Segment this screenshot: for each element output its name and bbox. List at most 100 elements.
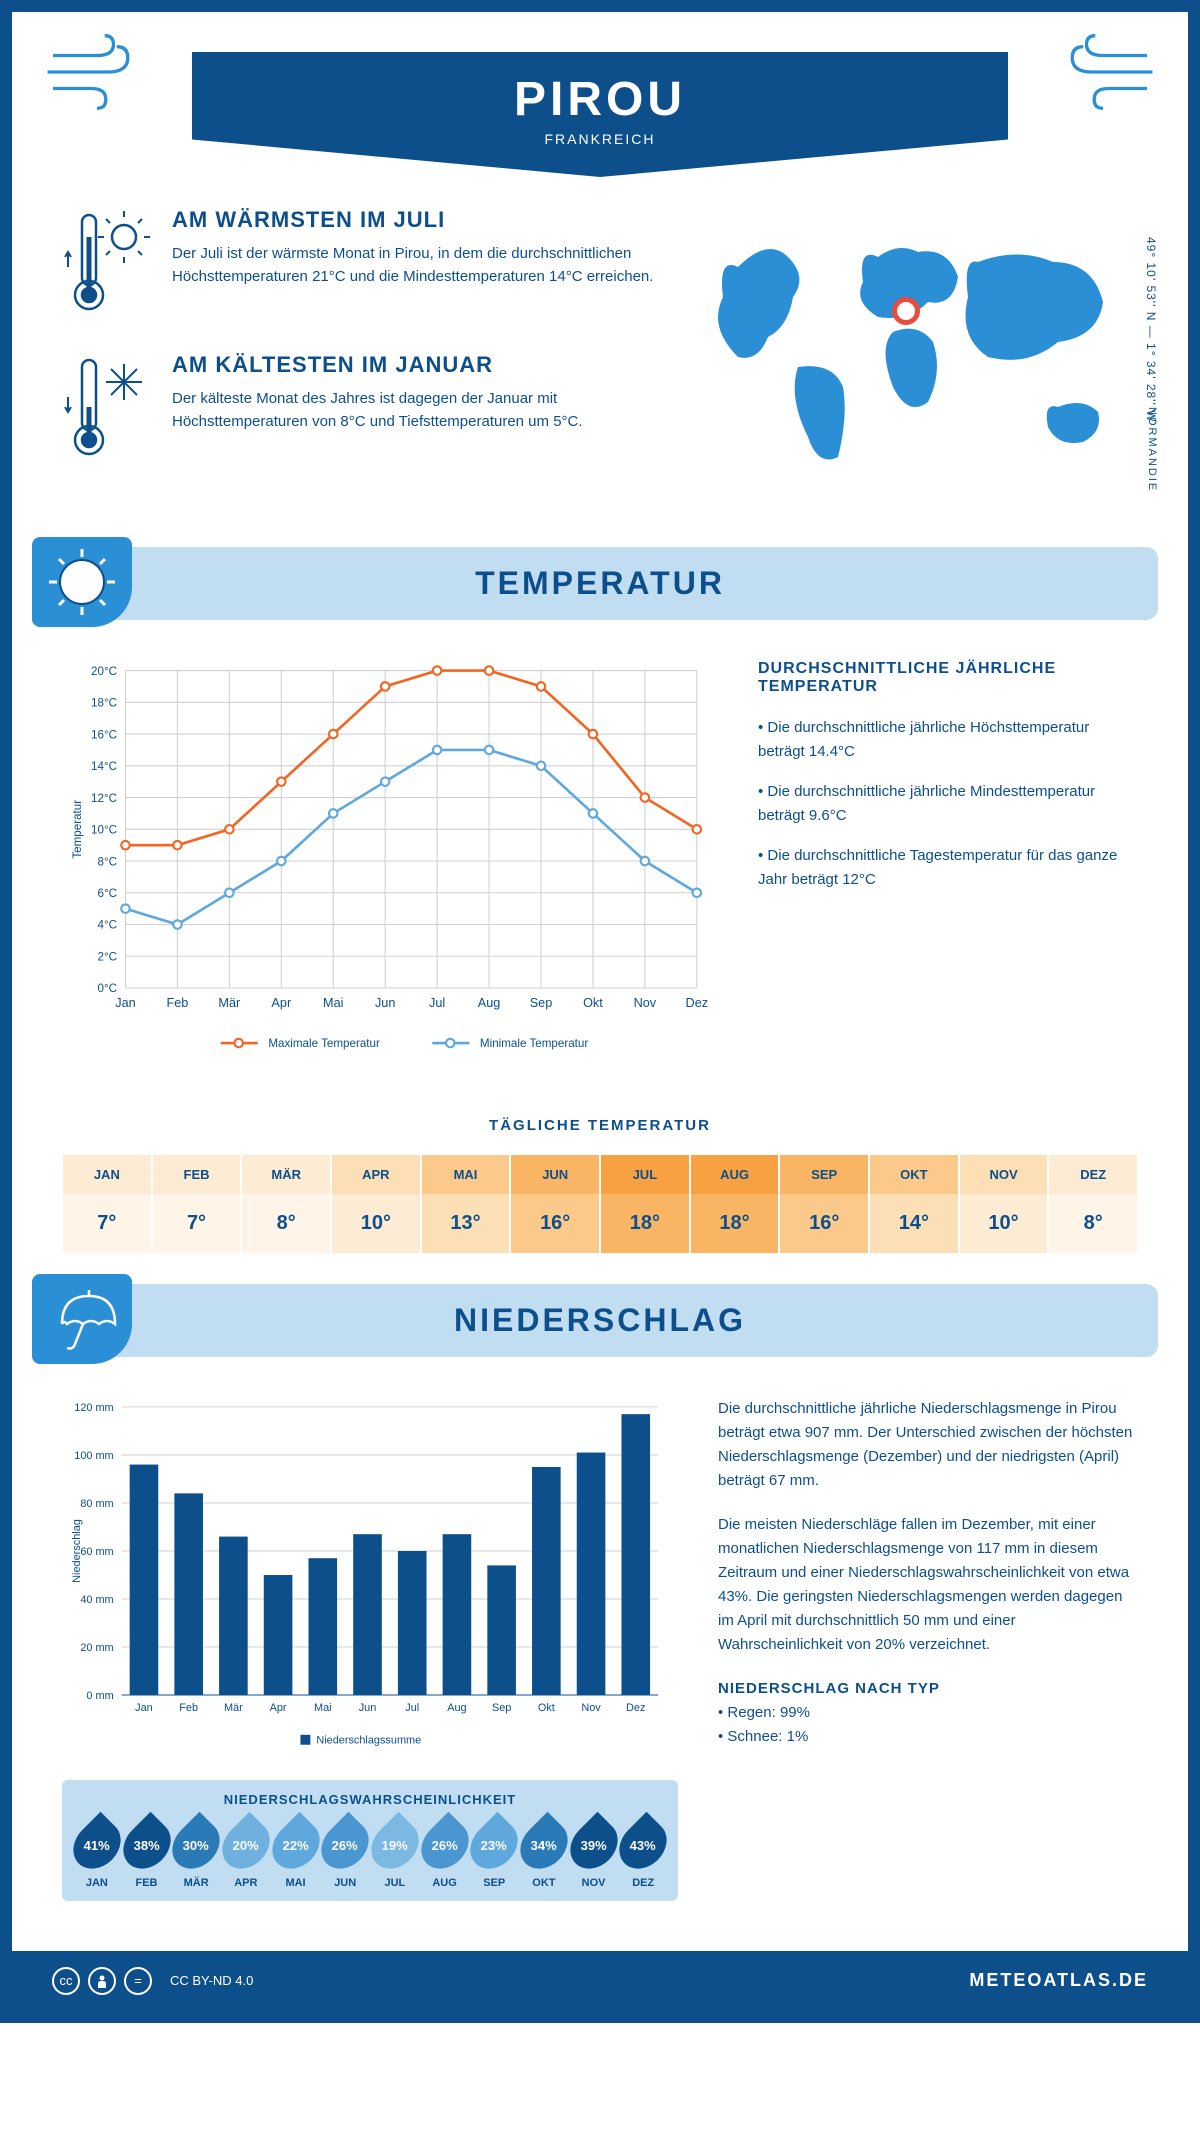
svg-text:Mär: Mär xyxy=(218,996,241,1010)
temp-info-item: • Die durchschnittliche jährliche Höchst… xyxy=(758,716,1138,764)
temp-info-list: • Die durchschnittliche jährliche Höchst… xyxy=(758,716,1138,892)
daily-value: 10° xyxy=(960,1194,1048,1253)
svg-text:Jul: Jul xyxy=(429,996,445,1010)
location-marker-icon xyxy=(892,297,920,325)
svg-text:Dez: Dez xyxy=(626,1702,645,1714)
svg-text:Sep: Sep xyxy=(530,996,553,1010)
daily-cell: MAI13° xyxy=(421,1154,511,1254)
daily-cell: JUN16° xyxy=(510,1154,600,1254)
daily-value: 16° xyxy=(780,1194,868,1253)
daily-cell: NOV10° xyxy=(959,1154,1049,1254)
nd-icon: = xyxy=(124,1967,152,1995)
daily-value: 8° xyxy=(242,1194,330,1253)
svg-text:Okt: Okt xyxy=(538,1702,555,1714)
precipitation-section-header: NIEDERSCHLAG xyxy=(42,1284,1158,1357)
svg-text:0 mm: 0 mm xyxy=(86,1690,113,1702)
svg-text:4°C: 4°C xyxy=(98,919,118,932)
svg-text:Jul: Jul xyxy=(405,1702,419,1714)
intro-section: AM WÄRMSTEN IM JULI Der Juli ist der wär… xyxy=(12,177,1188,527)
precip-type-title: NIEDERSCHLAG NACH TYP xyxy=(718,1677,1138,1701)
svg-text:Jun: Jun xyxy=(359,1702,377,1714)
probability-drop: 43%DEZ xyxy=(620,1819,666,1889)
svg-text:Jun: Jun xyxy=(375,996,395,1010)
wind-icon-right xyxy=(1048,32,1158,112)
daily-month: DEZ xyxy=(1049,1155,1137,1194)
daily-month: NOV xyxy=(960,1155,1048,1194)
world-map-icon xyxy=(698,207,1138,487)
daily-value: 7° xyxy=(63,1194,151,1253)
svg-text:Okt: Okt xyxy=(583,996,603,1010)
warmest-block: AM WÄRMSTEN IM JULI Der Juli ist der wär… xyxy=(62,207,658,322)
daily-month: MAI xyxy=(422,1155,510,1194)
umbrella-icon xyxy=(32,1274,132,1364)
svg-text:20 mm: 20 mm xyxy=(80,1642,113,1654)
probability-drop: 30%MÄR xyxy=(173,1819,219,1889)
wind-icon-left xyxy=(42,32,152,112)
probability-drop: 34%OKT xyxy=(521,1819,567,1889)
svg-text:Apr: Apr xyxy=(271,996,292,1010)
temp-header-label: TEMPERATUR xyxy=(475,565,725,601)
svg-text:120 mm: 120 mm xyxy=(74,1402,113,1414)
daily-temp-table: JAN7°FEB7°MÄR8°APR10°MAI13°JUN16°JUL18°A… xyxy=(62,1154,1138,1254)
daily-cell: FEB7° xyxy=(152,1154,242,1254)
warmest-title: AM WÄRMSTEN IM JULI xyxy=(172,207,658,233)
daily-value: 7° xyxy=(153,1194,241,1253)
svg-text:6°C: 6°C xyxy=(98,887,118,900)
svg-text:Aug: Aug xyxy=(478,996,501,1010)
probability-drop: 39%NOV xyxy=(571,1819,617,1889)
svg-text:12°C: 12°C xyxy=(91,792,117,805)
header-row: PIROU FRANKREICH xyxy=(12,12,1188,177)
daily-value: 13° xyxy=(422,1194,510,1253)
precip-text-2: Die meisten Niederschläge fallen im Deze… xyxy=(718,1513,1138,1657)
city-name: PIROU xyxy=(192,72,1008,127)
probability-box: NIEDERSCHLAGSWAHRSCHEINLICHKEIT 41%JAN38… xyxy=(62,1780,678,1901)
svg-text:10°C: 10°C xyxy=(91,824,117,837)
svg-text:Jan: Jan xyxy=(135,1702,153,1714)
probability-drop: 41%JAN xyxy=(74,1819,120,1889)
daily-value: 10° xyxy=(332,1194,420,1253)
svg-text:60 mm: 60 mm xyxy=(80,1546,113,1558)
daily-cell: JUL18° xyxy=(600,1154,690,1254)
probability-row: 41%JAN38%FEB30%MÄR20%APR22%MAI26%JUN19%J… xyxy=(74,1819,666,1889)
probability-title: NIEDERSCHLAGSWAHRSCHEINLICHKEIT xyxy=(74,1792,666,1807)
temperature-line-chart: 0°C2°C4°C6°C8°C10°C12°C14°C16°C18°C20°CJ… xyxy=(62,660,718,1067)
temp-info-item: • Die durchschnittliche jährliche Mindes… xyxy=(758,780,1138,828)
probability-drop: 38%FEB xyxy=(124,1819,170,1889)
daily-cell: OKT14° xyxy=(869,1154,959,1254)
daily-month: APR xyxy=(332,1155,420,1194)
precip-header-label: NIEDERSCHLAG xyxy=(454,1302,746,1338)
daily-value: 16° xyxy=(511,1194,599,1253)
svg-text:Nov: Nov xyxy=(634,996,657,1010)
precipitation-bar-chart: 0 mm20 mm40 mm60 mm80 mm100 mm120 mmJanF… xyxy=(62,1397,678,1760)
svg-text:Mär: Mär xyxy=(224,1702,243,1714)
temperature-section-header: TEMPERATUR xyxy=(42,547,1158,620)
coldest-title: AM KÄLTESTEN IM JANUAR xyxy=(172,352,658,378)
svg-text:Jan: Jan xyxy=(115,996,135,1010)
map-block: 49° 10' 53'' N — 1° 34' 28'' W NORMANDIE xyxy=(698,207,1138,497)
precip-text-1: Die durchschnittliche jährliche Niedersc… xyxy=(718,1397,1138,1493)
daily-month: JUL xyxy=(601,1155,689,1194)
daily-cell: JAN7° xyxy=(62,1154,152,1254)
daily-month: AUG xyxy=(691,1155,779,1194)
probability-drop: 22%MAI xyxy=(273,1819,319,1889)
daily-cell: SEP16° xyxy=(779,1154,869,1254)
probability-drop: 26%JUN xyxy=(322,1819,368,1889)
coordinates: 49° 10' 53'' N — 1° 34' 28'' W xyxy=(1144,237,1158,422)
svg-text:Nov: Nov xyxy=(581,1702,601,1714)
daily-value: 8° xyxy=(1049,1194,1137,1253)
cc-icon: cc xyxy=(52,1967,80,1995)
daily-value: 18° xyxy=(601,1194,689,1253)
svg-text:Niederschlag: Niederschlag xyxy=(71,1519,83,1583)
svg-text:0°C: 0°C xyxy=(98,982,118,995)
daily-value: 14° xyxy=(870,1194,958,1253)
daily-month: JAN xyxy=(63,1155,151,1194)
svg-text:100 mm: 100 mm xyxy=(74,1450,113,1462)
daily-month: SEP xyxy=(780,1155,868,1194)
svg-text:Feb: Feb xyxy=(179,1702,198,1714)
daily-cell: MÄR8° xyxy=(241,1154,331,1254)
svg-text:40 mm: 40 mm xyxy=(80,1594,113,1606)
thermometer-hot-icon xyxy=(62,207,152,322)
daily-cell: AUG18° xyxy=(690,1154,780,1254)
precip-type-item: • Schnee: 1% xyxy=(718,1725,1138,1749)
daily-month: MÄR xyxy=(242,1155,330,1194)
